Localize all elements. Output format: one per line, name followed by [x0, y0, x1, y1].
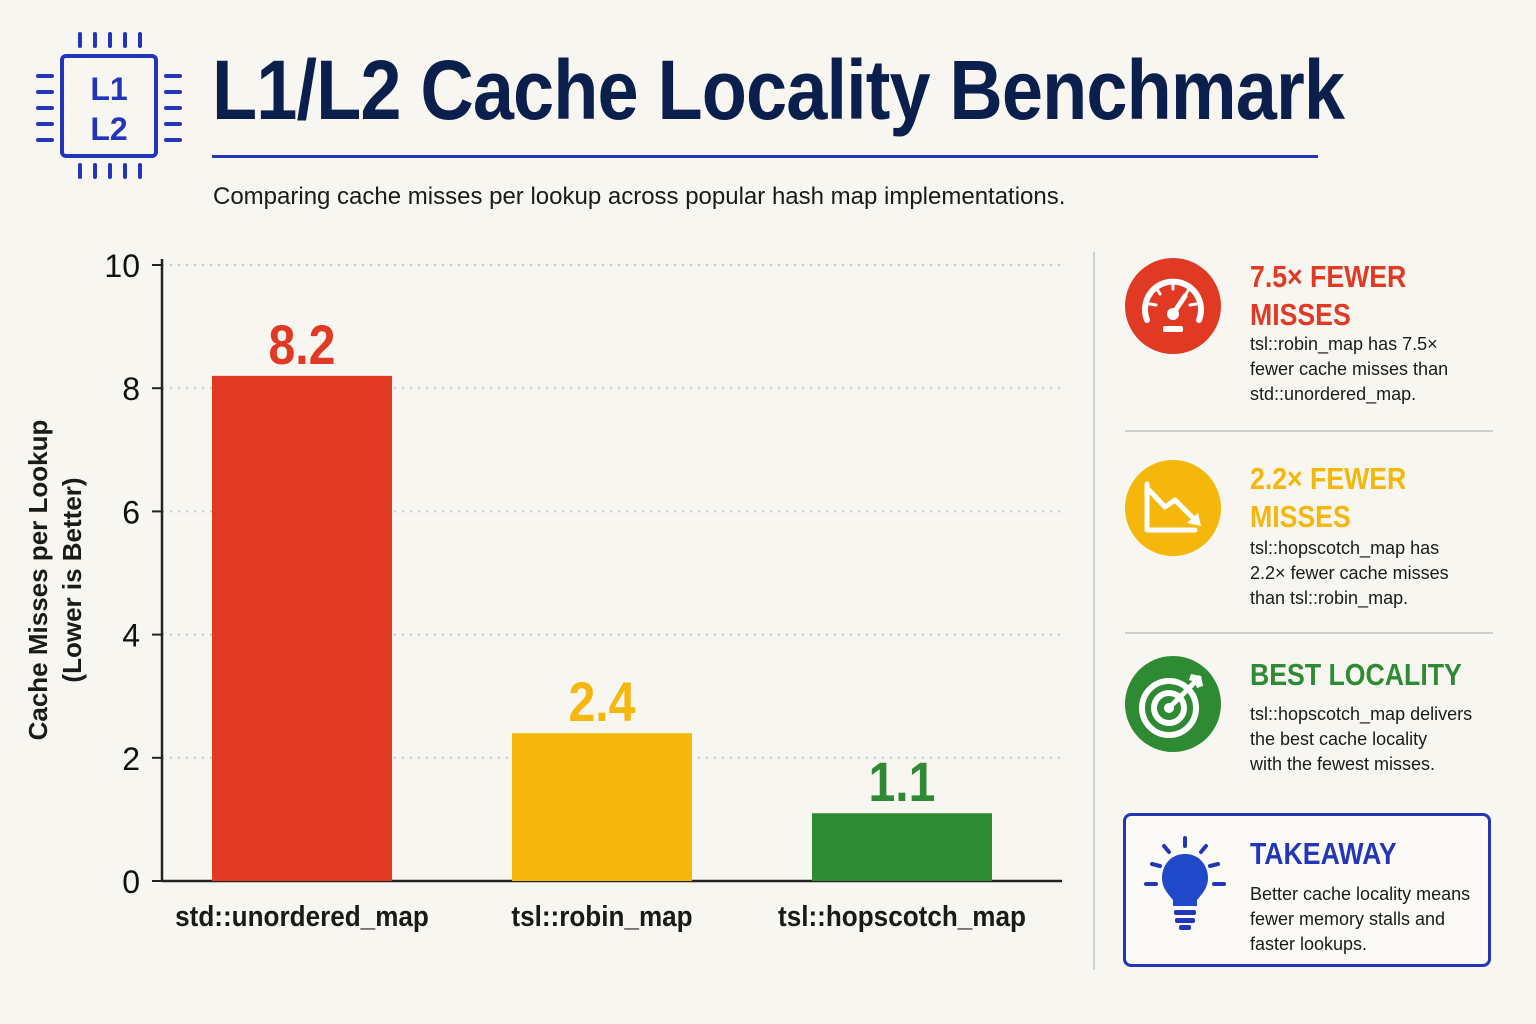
- insight-heading-line2: MISSES: [1250, 297, 1351, 332]
- y-tick-label: 0: [122, 864, 140, 900]
- bar: [812, 813, 992, 881]
- insight-body-line: fewer cache misses than: [1250, 359, 1449, 379]
- bar: [212, 375, 392, 881]
- insight-body-line: 2.2× fewer cache misses: [1250, 563, 1449, 583]
- insight-divider: [1125, 632, 1493, 634]
- insight-card-speed: 7.5× FEWER MISSES tsl::robin_map has 7.5…: [1125, 258, 1500, 418]
- insight-body-line: tsl::hopscotch_map has: [1250, 538, 1440, 558]
- panel-divider: [1093, 252, 1095, 970]
- insight-body: tsl::robin_map has 7.5× fewer cache miss…: [1250, 332, 1510, 407]
- bar-value-label: 8.2: [269, 315, 336, 377]
- x-tick-label: tsl::robin_map: [511, 900, 692, 933]
- insight-heading: 7.5× FEWER MISSES: [1250, 258, 1465, 334]
- logo-label-l2: L2: [90, 111, 127, 147]
- insight-heading-line2: MISSES: [1250, 499, 1351, 534]
- insight-card-target: BEST LOCALITY tsl::hopscotch_map deliver…: [1125, 656, 1500, 786]
- target-icon: [1125, 656, 1221, 752]
- insight-body-line: tsl::robin_map has 7.5×: [1250, 334, 1438, 354]
- y-tick-label: 2: [122, 741, 140, 777]
- insight-heading-line1: 2.2× FEWER: [1250, 461, 1407, 496]
- page-subtitle: Comparing cache misses per lookup across…: [213, 183, 1066, 210]
- insight-body-line: std::unordered_map.: [1250, 384, 1417, 404]
- insight-body: tsl::hopscotch_map delivers the best cac…: [1250, 702, 1510, 777]
- page-title: L1/L2 Cache Locality Benchmark: [212, 43, 1345, 137]
- x-tick-label: std::unordered_map: [175, 900, 429, 933]
- bar: [512, 733, 692, 881]
- insight-body-line: than tsl::robin_map.: [1250, 588, 1409, 608]
- insight-heading: BEST LOCALITY: [1250, 657, 1462, 692]
- insight-body: tsl::hopscotch_map has 2.2× fewer cache …: [1250, 536, 1510, 611]
- insight-body-line: tsl::hopscotch_map delivers: [1250, 704, 1473, 724]
- takeaway-body: Better cache locality means fewer memory…: [1250, 882, 1490, 957]
- insight-body-line: the best cache locality: [1250, 729, 1428, 749]
- takeaway-body-line: faster lookups.: [1250, 934, 1368, 954]
- x-tick-label: tsl::hopscotch_map: [778, 900, 1026, 933]
- bar-value-label: 1.1: [869, 752, 936, 814]
- cpu-chip-icon: L1 L2: [36, 32, 182, 179]
- lightbulb-icon: [1144, 836, 1226, 930]
- insight-card-trend: 2.2× FEWER MISSES tsl::hopscotch_map has…: [1125, 460, 1500, 620]
- takeaway-body-line: fewer memory stalls and: [1250, 909, 1446, 929]
- speedometer-icon: [1125, 258, 1221, 354]
- bar-value-label: 2.4: [569, 672, 636, 734]
- y-tick-label: 8: [122, 371, 140, 407]
- takeaway-heading: TAKEAWAY: [1250, 836, 1397, 871]
- y-tick-label: 10: [104, 248, 140, 284]
- insight-body-line: with the fewest misses.: [1250, 754, 1436, 774]
- title-underline: [212, 155, 1318, 158]
- y-tick-label: 6: [122, 494, 140, 530]
- insight-heading: 2.2× FEWER MISSES: [1250, 460, 1465, 536]
- takeaway-box: TAKEAWAY Better cache locality means few…: [1123, 813, 1491, 967]
- insight-divider: [1125, 430, 1493, 432]
- y-tick-label: 4: [122, 618, 140, 654]
- insight-heading-line1: 7.5× FEWER: [1250, 259, 1407, 294]
- trend-down-icon: [1125, 460, 1221, 556]
- logo-label-l1: L1: [90, 71, 127, 107]
- takeaway-body-line: Better cache locality means: [1250, 884, 1471, 904]
